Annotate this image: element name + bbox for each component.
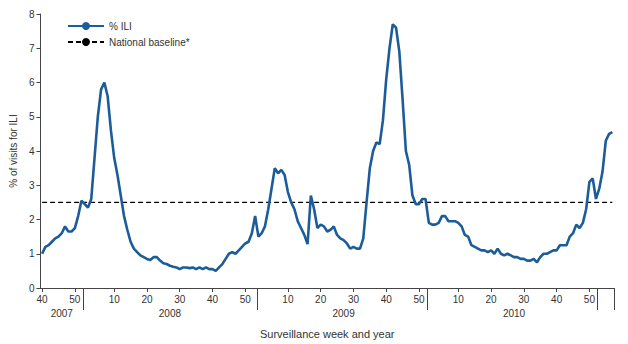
svg-text:20: 20 <box>141 294 153 305</box>
svg-text:2010: 2010 <box>503 308 526 319</box>
svg-text:Surveillance week and year: Surveillance week and year <box>260 328 395 340</box>
svg-text:0: 0 <box>29 283 35 294</box>
svg-text:% ILI: % ILI <box>109 21 132 32</box>
svg-text:2: 2 <box>29 214 35 225</box>
svg-text:8: 8 <box>29 9 35 20</box>
svg-text:5: 5 <box>29 111 35 122</box>
svg-text:6: 6 <box>29 77 35 88</box>
svg-text:50: 50 <box>69 294 81 305</box>
svg-text:20: 20 <box>315 294 327 305</box>
svg-text:40: 40 <box>207 294 219 305</box>
svg-text:40: 40 <box>37 294 49 305</box>
svg-text:10: 10 <box>282 294 294 305</box>
svg-text:40: 40 <box>381 294 393 305</box>
svg-text:50: 50 <box>584 294 596 305</box>
svg-text:10: 10 <box>453 294 465 305</box>
svg-text:4: 4 <box>29 146 35 157</box>
svg-text:2008: 2008 <box>159 308 182 319</box>
svg-text:10: 10 <box>109 294 121 305</box>
svg-text:50: 50 <box>413 294 425 305</box>
svg-text:50: 50 <box>240 294 252 305</box>
svg-text:30: 30 <box>174 294 186 305</box>
svg-text:7: 7 <box>29 43 35 54</box>
svg-text:30: 30 <box>518 294 530 305</box>
svg-text:30: 30 <box>348 294 360 305</box>
svg-text:1: 1 <box>29 248 35 259</box>
svg-text:20: 20 <box>486 294 498 305</box>
svg-text:2009: 2009 <box>332 308 355 319</box>
svg-text:3: 3 <box>29 180 35 191</box>
svg-text:40: 40 <box>551 294 563 305</box>
svg-text:2007: 2007 <box>51 308 74 319</box>
svg-text:National baseline*: National baseline* <box>109 37 190 48</box>
svg-text:% of visits for ILI: % of visits for ILI <box>8 114 19 187</box>
